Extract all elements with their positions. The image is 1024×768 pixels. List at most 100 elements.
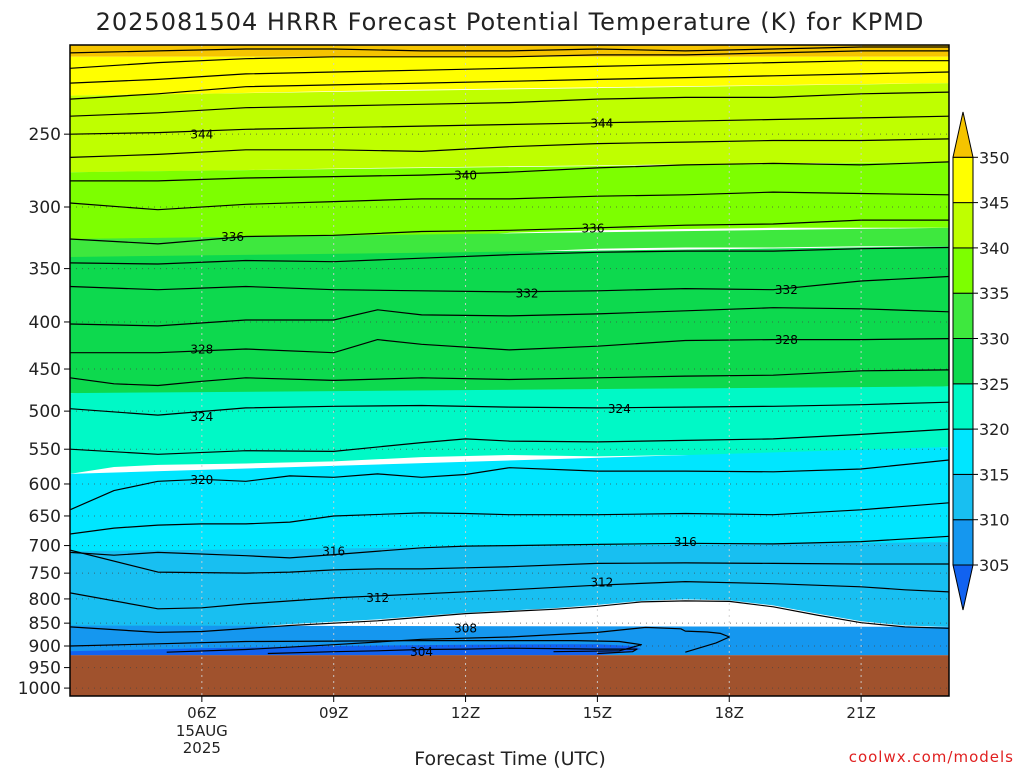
x-tick-label: 15Z — [583, 704, 612, 722]
colorbar-label: 320 — [979, 420, 1010, 439]
x-tick-label: 18Z — [715, 704, 744, 722]
contour-label-group: 324 — [190, 410, 213, 424]
contour-line-314 — [70, 549, 949, 574]
contour-label: 328 — [775, 333, 798, 347]
colorbar-segment — [952, 383, 974, 430]
contour-label: 344 — [590, 116, 613, 130]
contour-label-group: 344 — [590, 116, 613, 130]
contour-label-group: 332 — [775, 283, 798, 297]
terrain-fill — [70, 655, 949, 696]
contour-label-group: 336 — [221, 230, 244, 244]
contour-line-326 — [70, 369, 949, 387]
y-tick-label: 450 — [29, 360, 61, 380]
contour-label: 324 — [190, 410, 213, 424]
colorbar-label: 335 — [979, 284, 1010, 303]
fill-band — [70, 246, 949, 398]
contour-label: 332 — [775, 283, 798, 297]
contour-label-group: 304 — [410, 645, 433, 659]
contour-label: 312 — [590, 576, 613, 590]
fill-band — [70, 386, 949, 474]
contour-line-316 — [70, 535, 949, 559]
colorbar: 305 310 315 320 325 330 335 340 345 350 — [952, 111, 1010, 611]
contour-label: 336 — [221, 230, 244, 244]
contour-line-338 — [70, 191, 949, 211]
contour-label: 312 — [366, 591, 389, 605]
colorbar-label: 340 — [979, 239, 1010, 258]
x-axis-label: Forecast Time (UTC) — [414, 748, 605, 768]
contour-label: 324 — [608, 402, 631, 416]
contour-label: 316 — [674, 535, 697, 549]
colorbar-label: 350 — [979, 148, 1010, 167]
x-tick-label: 12Z — [451, 704, 480, 722]
contour-label: 336 — [582, 221, 605, 235]
contour-line-319 — [70, 459, 949, 511]
contour-label-group: 340 — [454, 169, 477, 183]
colorbar-segment — [952, 156, 974, 204]
contour-label-group: 320 — [190, 473, 213, 487]
colorbar-segment — [952, 519, 974, 566]
contour-label-group: 316 — [674, 535, 697, 549]
y-tick-label: 500 — [29, 402, 61, 422]
colorbar-label: 315 — [979, 465, 1010, 484]
contour-line-317 — [70, 502, 949, 535]
contour-line-324 — [70, 401, 949, 416]
colorbar-label: 310 — [979, 511, 1010, 530]
contour-line-347 — [70, 60, 949, 84]
y-tick-label: 1000 — [18, 679, 61, 699]
colorbar-segment — [952, 292, 974, 340]
contour-label-group: 308 — [454, 621, 477, 635]
contour-line-322 — [70, 428, 949, 455]
contour-line-346 — [70, 71, 949, 100]
y-tick-label: 300 — [29, 198, 61, 218]
x-date-label: 15AUG — [176, 722, 228, 740]
contour-line-330 — [70, 307, 949, 327]
contour-label: 308 — [454, 621, 477, 635]
contour-line-336 — [70, 219, 949, 245]
x-tick-label: 09Z — [319, 704, 348, 722]
contour-label-group: 324 — [608, 402, 631, 416]
contour-line-307 — [166, 626, 730, 653]
colorbar-extend-low — [952, 564, 974, 611]
contour-label: 328 — [190, 342, 213, 356]
colorbar-label: 325 — [979, 375, 1010, 394]
colorbar-segment — [952, 338, 974, 385]
contour-line-312 — [70, 580, 949, 610]
chart-title: 2025081504 HRRR Forecast Potential Tempe… — [96, 8, 925, 36]
y-tick-label: 700 — [29, 537, 61, 557]
y-tick-label: 750 — [29, 564, 61, 584]
contour-line-334 — [70, 246, 949, 265]
colorbar-segment — [952, 428, 974, 475]
contour-line-340 — [70, 161, 949, 182]
colorbar-segment — [952, 247, 974, 294]
y-tick-label: 600 — [29, 475, 61, 495]
x-tick-label: 06Z — [187, 704, 216, 722]
fill-band — [70, 447, 949, 558]
contour-line-310 — [70, 600, 949, 634]
contour-label-group: 344 — [190, 128, 213, 142]
y-tick-label: 800 — [29, 590, 61, 610]
contour-line-344 — [70, 115, 949, 135]
fill-band — [70, 542, 949, 632]
credit-link[interactable]: coolwx.com/models — [849, 748, 1014, 766]
y-tick-label: 400 — [29, 313, 61, 333]
contour-label-group: 332 — [516, 286, 539, 300]
contour-label: 316 — [322, 545, 345, 559]
fill-band — [70, 227, 949, 260]
y-tick-label: 850 — [29, 614, 61, 634]
plot-area: 344 344 340 336 336 332 332 328 328 324 324 320 316 3… — [70, 45, 949, 696]
contour-line-345 — [70, 91, 949, 117]
plot-frame — [69, 44, 950, 697]
contour-label: 344 — [190, 128, 213, 142]
y-tick-label: 550 — [29, 440, 61, 460]
colorbar-label: 305 — [979, 556, 1010, 575]
contour-label: 332 — [516, 286, 539, 300]
contour-line-306 — [70, 639, 643, 653]
y-tick-label: 250 — [29, 125, 61, 145]
x-date-label: 2025 — [183, 739, 221, 757]
contour-label-group: 336 — [582, 221, 605, 235]
contour-label-group: 312 — [366, 591, 389, 605]
colorbar-label: 330 — [979, 330, 1010, 349]
contour-line-328 — [70, 338, 949, 354]
contour-line-350 — [70, 46, 949, 54]
